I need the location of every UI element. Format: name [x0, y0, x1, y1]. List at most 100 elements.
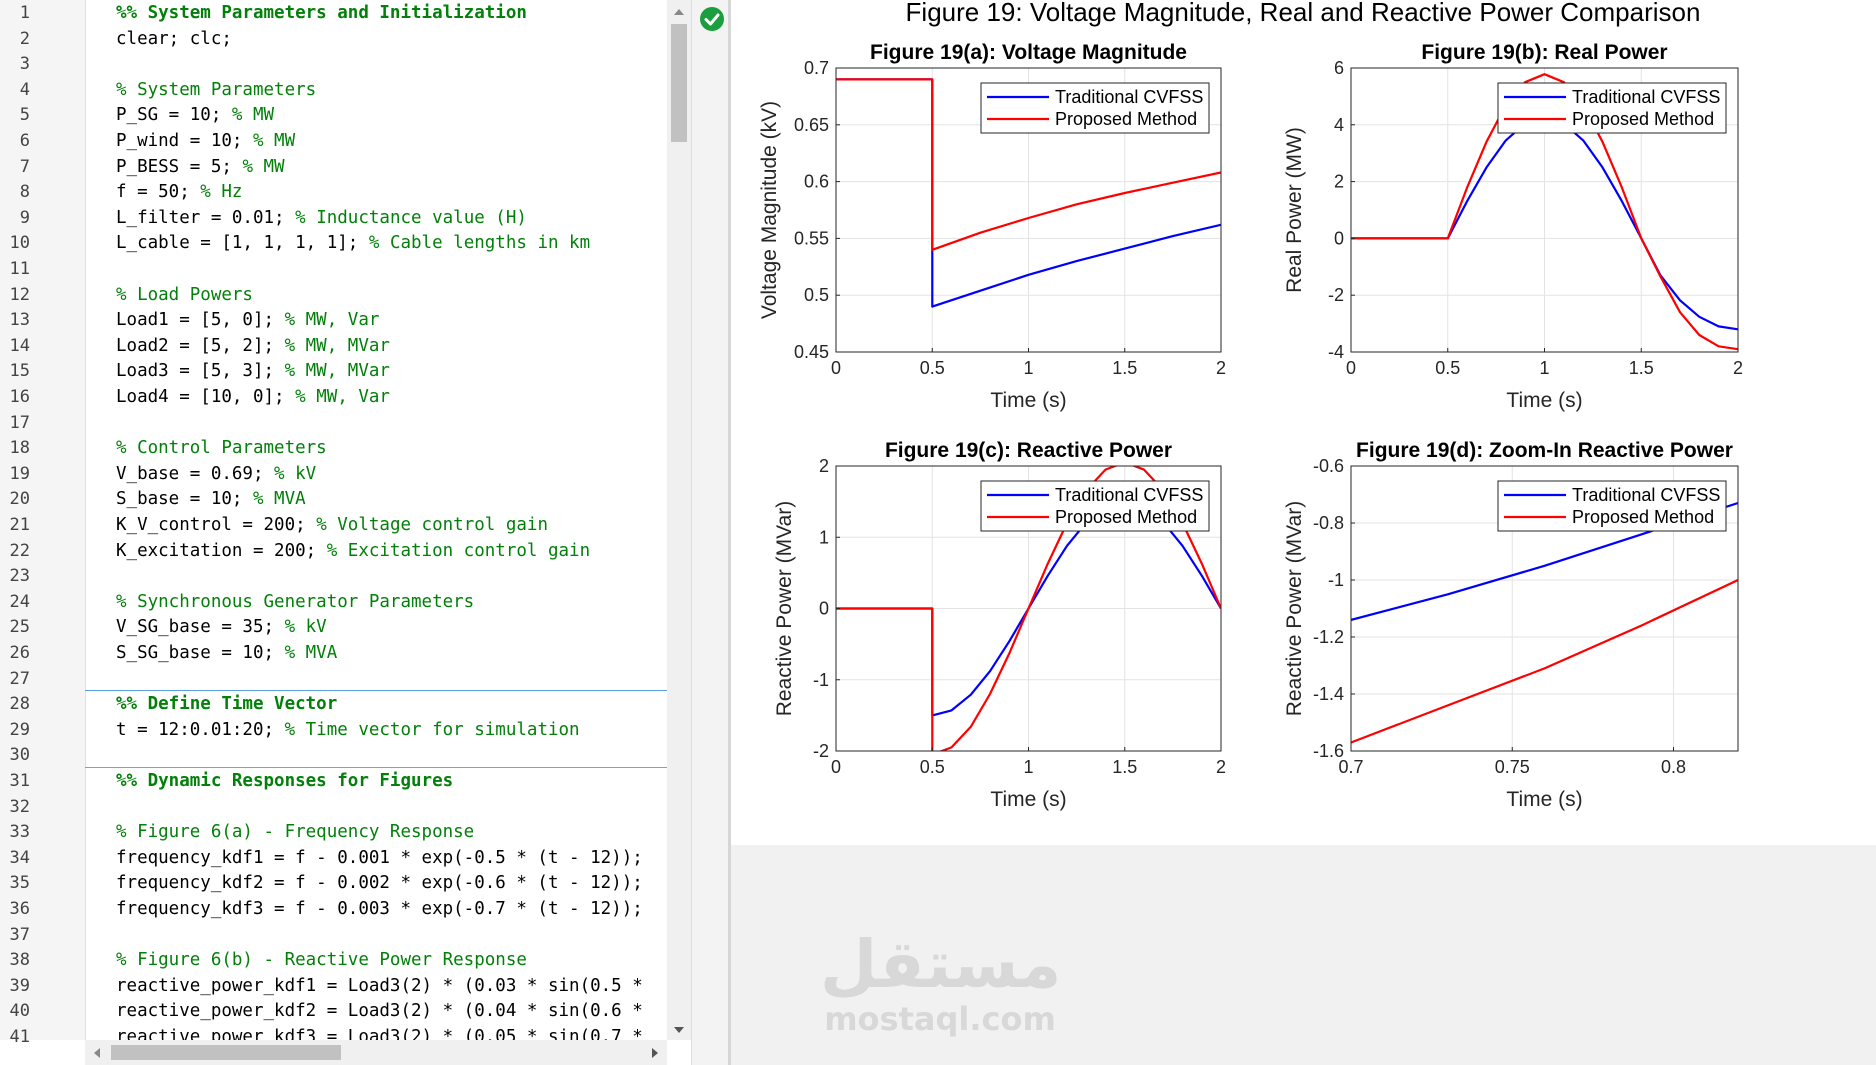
- code-line[interactable]: % System Parameters: [116, 77, 316, 103]
- mostaql-watermark-logo: مستقل mostaql.com: [820, 926, 1062, 1040]
- check-mark-icon: [704, 13, 720, 26]
- series-line-proposed: [1351, 579, 1738, 744]
- code-text: frequency_kdf3 = f - 0.003 * exp(-0.7 * …: [116, 899, 643, 919]
- figure-canvas: Figure 19: Voltage Magnitude, Real and R…: [758, 0, 1743, 811]
- section-header-comment: %% Dynamic Responses for Figures: [116, 771, 454, 791]
- code-text: K_V_control = 200;: [116, 515, 317, 535]
- code-line[interactable]: L_cable = [1, 1, 1, 1]; % Cable lengths …: [116, 230, 590, 256]
- x-tick-label: 1.5: [1112, 757, 1137, 777]
- code-line[interactable]: % Load Powers: [116, 282, 253, 308]
- code-line[interactable]: frequency_kdf1 = f - 0.001 * exp(-0.5 * …: [116, 845, 643, 871]
- code-text: t = 12:0.01:20;: [116, 719, 285, 740]
- check-circle-icon[interactable]: [700, 7, 724, 31]
- section-header-comment: %% System Parameters and Initialization: [116, 3, 527, 23]
- scroll-left-arrow-icon[interactable]: [94, 1048, 100, 1058]
- code-line[interactable]: P_BESS = 5; % MW: [116, 154, 285, 180]
- x-tick-label: 1.5: [1112, 358, 1137, 378]
- code-line[interactable]: frequency_kdf3 = f - 0.003 * exp(-0.7 * …: [116, 896, 643, 922]
- code-line[interactable]: P_wind = 10; % MW: [116, 128, 295, 154]
- code-comment: % Inductance value (H): [295, 207, 527, 228]
- watermark-arabic-text: مستقل: [820, 926, 1062, 1003]
- code-line[interactable]: f = 50; % Hz: [116, 179, 242, 205]
- y-tick-label: 0.5: [804, 285, 829, 305]
- code-line[interactable]: reactive_power_kdf3 = Load3(2) * (0.05 *…: [116, 1024, 653, 1040]
- scroll-up-arrow-icon[interactable]: [674, 9, 684, 15]
- code-line[interactable]: reactive_power_kdf1 = Load3(2) * (0.03 *…: [116, 973, 653, 999]
- scroll-right-arrow-icon[interactable]: [652, 1048, 658, 1058]
- code-line[interactable]: S_SG_base = 10; % MVA: [116, 640, 337, 666]
- line-number: 29: [9, 719, 30, 740]
- code-line[interactable]: S_base = 10; % MVA: [116, 486, 306, 512]
- code-line[interactable]: % Control Parameters: [116, 435, 327, 461]
- code-line[interactable]: %% Define Time Vector: [116, 691, 337, 717]
- code-editor[interactable]: 1 2 3 4 5 6 7 8 9 10 11 12 13 14 15 16 17 18 19 20 21 22 23 24 2…: [0, 0, 728, 1065]
- code-line[interactable]: % Synchronous Generator Parameters: [116, 589, 474, 615]
- y-tick-label: 0.55: [794, 228, 829, 248]
- code-line[interactable]: clear; clc;: [116, 26, 232, 52]
- x-tick-label: 0.8: [1661, 757, 1686, 777]
- line-number: 2: [19, 28, 30, 49]
- y-tick-label: 2: [1334, 172, 1344, 192]
- legend-box: [1497, 82, 1727, 134]
- code-line[interactable]: Load3 = [5, 3]; % MW, MVar: [116, 358, 390, 384]
- line-number: 24: [9, 591, 30, 612]
- subplot-2: 0 0.5 1 1.5 2 -4 -2 0 2 4 6 Figure 19(b): Real Powe…: [1283, 41, 1743, 412]
- code-line[interactable]: %% Dynamic Responses for Figures: [116, 768, 453, 794]
- code-line[interactable]: %% System Parameters and Initialization: [116, 0, 527, 26]
- code-line[interactable]: V_base = 0.69; % kV: [116, 461, 316, 487]
- code-line[interactable]: % Figure 6(b) - Reactive Power Response: [116, 947, 527, 973]
- code-line[interactable]: Load1 = [5, 0]; % MW, Var: [116, 307, 379, 333]
- vertical-scrollbar[interactable]: [667, 0, 691, 1040]
- line-number: 32: [9, 796, 30, 817]
- code-line[interactable]: P_SG = 10; % MW: [116, 102, 274, 128]
- code-line[interactable]: Load4 = [10, 0]; % MW, Var: [116, 384, 390, 410]
- code-text: S_base = 10;: [116, 489, 253, 510]
- section-header-comment: %% Define Time Vector: [116, 694, 338, 715]
- code-line[interactable]: t = 12:0.01:20; % Time vector for simula…: [116, 717, 580, 743]
- code-line[interactable]: V_SG_base = 35; % kV: [116, 614, 327, 640]
- code-text: reactive_power_kdf2 = Load3(2) * (0.04 *…: [116, 1001, 654, 1022]
- horizontal-scroll-thumb[interactable]: [111, 1045, 341, 1060]
- code-comment: % Load Powers: [116, 284, 253, 305]
- line-number: 12: [9, 284, 30, 305]
- y-tick-label: -1.4: [1313, 684, 1344, 704]
- x-tick-label: 2: [1216, 757, 1226, 777]
- line-number: 15: [9, 361, 30, 382]
- y-tick-label: 6: [1334, 58, 1344, 78]
- subplot-title: Figure 19(a): Voltage Magnitude: [870, 41, 1187, 64]
- figure-window: Figure 19: Voltage Magnitude, Real and R…: [731, 0, 1876, 845]
- code-comment: % MW, MVar: [284, 361, 390, 382]
- line-number: 13: [9, 310, 30, 331]
- subplot-title: Figure 19(c): Reactive Power: [885, 439, 1172, 462]
- code-line[interactable]: K_excitation = 200; % Excitation control…: [116, 538, 590, 564]
- code-comment: % MVA: [252, 489, 306, 510]
- code-line[interactable]: Load2 = [5, 2]; % MW, MVar: [116, 333, 390, 359]
- y-tick-label: -1: [813, 670, 829, 690]
- code-line[interactable]: reactive_power_kdf2 = Load3(2) * (0.04 *…: [116, 998, 653, 1024]
- code-comment: % kV: [274, 463, 317, 484]
- code-line[interactable]: L_filter = 0.01; % Inductance value (H): [116, 205, 527, 231]
- code-line[interactable]: K_V_control = 200; % Voltage control gai…: [116, 512, 548, 538]
- code-text: L_filter = 0.01;: [116, 207, 296, 228]
- code-line[interactable]: % Figure 6(a) - Frequency Response: [116, 819, 474, 845]
- code-area[interactable]: %% System Parameters and Initialization c…: [85, 0, 667, 1040]
- y-tick-label: 0.45: [794, 342, 829, 362]
- scroll-down-arrow-icon[interactable]: [674, 1027, 684, 1033]
- x-tick-label: 0.5: [920, 757, 945, 777]
- panel-divider[interactable]: [728, 0, 731, 1065]
- series-line-proposed: [836, 78, 1221, 251]
- code-text: Load4 = [10, 0];: [116, 387, 296, 407]
- code-line[interactable]: frequency_kdf2 = f - 0.002 * exp(-0.6 * …: [116, 870, 643, 896]
- vertical-scroll-thumb[interactable]: [671, 24, 687, 142]
- x-tick-label: 1: [1023, 358, 1033, 378]
- code-comment: % MW: [252, 131, 296, 151]
- horizontal-scrollbar[interactable]: [85, 1040, 667, 1065]
- line-number: 25: [9, 617, 30, 638]
- code-comment: % Figure 6(b) - Reactive Power Response: [116, 950, 527, 971]
- subplot-title: Figure 19(b): Real Power: [1421, 41, 1667, 64]
- legend-entry: Proposed Method: [1572, 507, 1714, 527]
